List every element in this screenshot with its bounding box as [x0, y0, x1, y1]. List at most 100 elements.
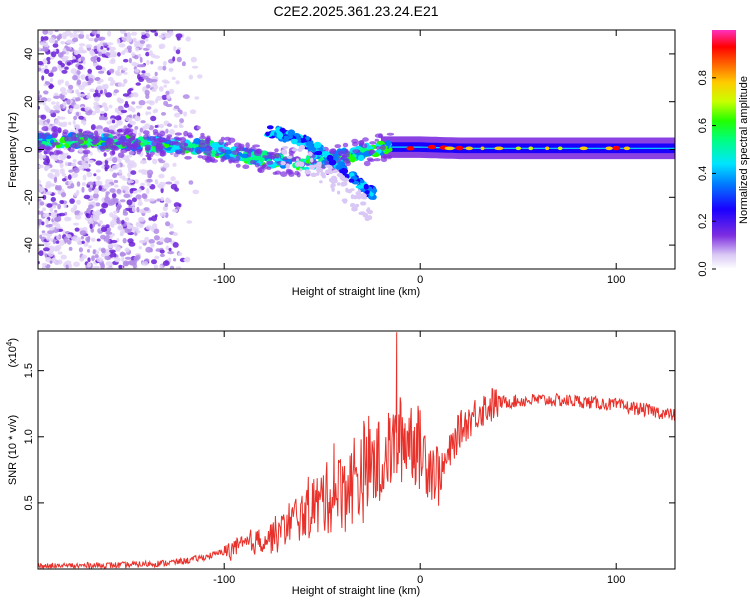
x-tick-label: -100 — [213, 274, 235, 286]
noise-blob — [38, 61, 44, 66]
noise-blob — [124, 217, 130, 222]
noise-blob — [54, 217, 62, 222]
noise-blob — [124, 32, 128, 38]
noise-blob — [41, 265, 46, 269]
noise-blob — [49, 260, 53, 264]
noise-blob — [139, 159, 147, 165]
noise-blob — [173, 258, 177, 262]
noise-blob — [91, 30, 99, 35]
noise-blob — [159, 264, 163, 269]
trace-halo — [341, 154, 350, 158]
secondary-halo — [349, 188, 355, 192]
trace-halo — [378, 133, 384, 139]
trace-halo — [253, 150, 262, 157]
noise-blob — [160, 197, 165, 202]
noise-blob — [151, 88, 157, 92]
noise-blob — [87, 68, 92, 74]
noise-blob — [38, 179, 41, 185]
noise-blob — [57, 64, 62, 69]
noise-blob — [132, 263, 137, 269]
noise-blob — [136, 206, 140, 213]
noise-blob — [46, 203, 53, 208]
noise-blob — [47, 173, 52, 178]
noise-blob — [161, 211, 166, 218]
trace-halo — [272, 171, 278, 175]
noise-blob — [94, 38, 98, 43]
noise-blob — [121, 36, 129, 42]
noise-blob — [145, 100, 153, 104]
noise-blob — [192, 189, 200, 195]
noise-blob — [70, 68, 78, 74]
y-tick-label: 0.5 — [23, 495, 35, 510]
noise-blob — [160, 187, 164, 194]
noise-blob — [46, 236, 52, 241]
noise-blob — [122, 211, 129, 216]
noise-blob — [126, 221, 131, 227]
noise-blob — [164, 237, 171, 244]
noise-blob — [175, 49, 181, 55]
trace-halo — [184, 156, 192, 160]
noise-blob — [78, 247, 83, 253]
noise-blob — [112, 198, 119, 202]
noise-blob — [82, 120, 87, 126]
noise-blob — [139, 40, 146, 44]
noise-blob — [44, 81, 51, 85]
secondary-halo — [343, 178, 349, 182]
noise-blob — [197, 74, 203, 79]
noise-blob — [68, 121, 72, 126]
noise-blob — [173, 124, 178, 129]
trace-halo — [218, 139, 224, 146]
peak-point — [406, 146, 415, 151]
trace-halo — [142, 130, 150, 135]
noise-blob — [38, 47, 41, 51]
noise-blob — [98, 36, 106, 41]
noise-blob — [109, 252, 114, 256]
noise-blob — [44, 64, 48, 69]
trace-highlight — [465, 146, 474, 151]
noise-blob — [64, 30, 72, 37]
noise-blob — [42, 154, 46, 159]
trace-halo — [134, 143, 141, 148]
noise-blob — [95, 169, 101, 173]
trace-halo — [352, 149, 361, 154]
noise-blob — [79, 93, 86, 97]
noise-blob — [80, 30, 84, 35]
noise-blob — [146, 59, 150, 66]
trace-halo — [368, 149, 375, 156]
trace-halo — [41, 126, 49, 132]
noise-blob — [40, 210, 44, 216]
y-tick-label: 1.0 — [23, 429, 35, 444]
secondary-halo — [360, 193, 367, 199]
colorbar-gradient — [712, 30, 736, 269]
noise-blob — [169, 265, 175, 269]
trace-halo — [77, 128, 84, 132]
colorbar-tick-label: 0.2 — [697, 214, 709, 229]
trace-halo — [205, 140, 211, 147]
trace-halo — [84, 130, 91, 134]
noise-blob — [138, 223, 144, 229]
trace-blob — [65, 143, 70, 149]
noise-blob — [71, 162, 77, 167]
noise-blob — [96, 238, 101, 242]
noise-blob — [153, 228, 160, 234]
trace-halo — [373, 158, 381, 162]
noise-blob — [111, 219, 117, 223]
trace-halo — [117, 128, 126, 133]
trace-halo — [305, 163, 310, 167]
noise-blob — [72, 119, 76, 125]
noise-blob — [116, 38, 121, 45]
noise-blob — [188, 74, 194, 80]
noise-blob — [105, 251, 111, 257]
noise-blob — [190, 56, 197, 63]
trace-highlight — [605, 146, 613, 151]
peak-point — [455, 145, 464, 151]
noise-blob — [94, 89, 99, 93]
noise-blob — [45, 184, 52, 189]
noise-blob — [120, 51, 125, 55]
trace-halo — [269, 155, 276, 160]
noise-blob — [50, 197, 56, 202]
trace-halo — [100, 147, 106, 153]
noise-blob — [145, 111, 149, 116]
noise-blob — [71, 172, 79, 178]
noise-blob — [38, 210, 41, 215]
